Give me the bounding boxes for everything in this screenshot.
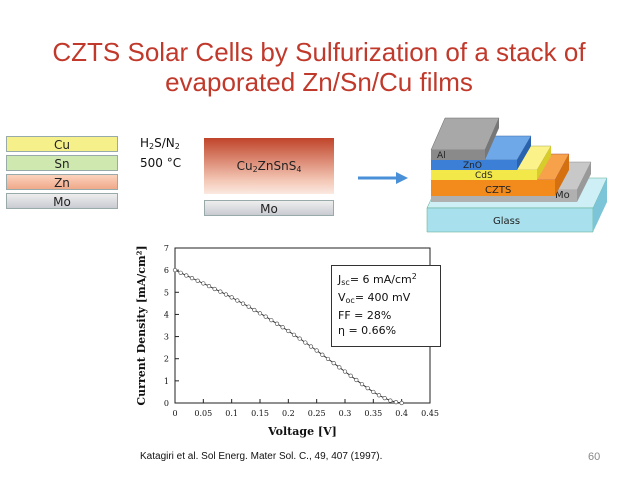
x-tick-label: 0.2 (282, 409, 295, 418)
data-point (223, 292, 229, 297)
data-point (212, 286, 217, 292)
chart-ticks: 0 0.05 0.1 0.15 0.2 0.25 0.3 0.35 0.4 0.45 0 1 2 3 4 5 6… (164, 244, 439, 418)
data-point (382, 396, 387, 401)
data-point (359, 382, 365, 387)
x-tick-label: 0.15 (251, 409, 269, 418)
data-point (274, 321, 280, 326)
iv-curve-chart: 0 0.05 0.1 0.15 0.2 0.25 0.3 0.35 0.4 0.45 0 1 2 3 4 5 6… (135, 244, 439, 438)
data-point (303, 340, 308, 345)
data-point (331, 361, 336, 366)
x-tick-label: 0.45 (421, 409, 439, 418)
data-point (314, 348, 319, 353)
device-layer-al: Al (437, 151, 446, 161)
data-point (371, 389, 376, 395)
data-point (201, 281, 206, 286)
data-point (240, 301, 246, 306)
data-point (399, 400, 404, 406)
layer-cu: Cu (6, 136, 118, 152)
y-tick-label: 2 (164, 355, 169, 364)
y-tick-label: 5 (164, 288, 169, 297)
slide-title-line1: CZTS Solar Cells by Sulfurization of a s… (52, 37, 586, 67)
data-point (320, 352, 325, 357)
x-tick-label: 0 (172, 409, 177, 418)
data-point (218, 289, 223, 294)
data-point (184, 273, 189, 278)
device-layer-czts: CZTS (485, 185, 511, 196)
device-layer-mo: Mo (555, 190, 570, 201)
page-number: 60 (588, 451, 601, 463)
data-point (263, 314, 268, 319)
slide-title-line2: evaporated Zn/Sn/Cu films (165, 67, 473, 97)
data-point (308, 344, 314, 349)
x-tick-label: 0.25 (308, 409, 326, 418)
data-point (246, 304, 251, 309)
y-tick-label: 3 (164, 333, 169, 342)
legend-efficiency: η = 0.66% (338, 324, 397, 337)
performance-legend: Jsc= 6 mA/cm2 Voc= 400 mV FF = 28% η = 0… (331, 265, 441, 347)
data-point (257, 311, 263, 316)
legend-voc: Voc= 400 mV (338, 291, 411, 305)
data-point (195, 278, 200, 283)
data-point (297, 336, 302, 341)
data-point (172, 268, 178, 273)
data-point (325, 356, 331, 362)
layer-sn: Sn (6, 155, 118, 171)
y-tick-label: 1 (164, 377, 169, 386)
x-tick-label: 0.35 (364, 409, 382, 418)
device-layer-glass: Glass (493, 216, 520, 227)
data-point (206, 283, 212, 289)
device-layer-zno: ZnO (463, 161, 482, 171)
data-point (388, 398, 393, 403)
data-point (189, 276, 195, 281)
citation: Katagiri et al. Sol Energ. Mater Sol. C.… (140, 451, 383, 462)
x-tick-label: 0.4 (395, 409, 408, 418)
data-point (337, 365, 342, 370)
data-point (365, 386, 370, 391)
y-tick-label: 4 (164, 310, 169, 319)
data-point (178, 270, 183, 275)
data-point (291, 332, 297, 337)
device-structure-diagram: Glass Mo CZTS CdS ZnO Al (426, 117, 608, 233)
data-point (342, 369, 348, 374)
data-point (354, 377, 359, 383)
layer-mo-after: Mo (204, 200, 334, 216)
data-point (348, 373, 353, 378)
data-point (280, 325, 285, 330)
data-point (229, 295, 234, 300)
y-tick-label: 6 (164, 266, 169, 275)
device-layer-cds: CdS (475, 171, 493, 181)
data-point (235, 298, 240, 303)
data-point (269, 318, 274, 323)
iv-curve-points (172, 268, 404, 406)
y-axis-label: Current Density [mA/cm²] (135, 245, 148, 405)
x-tick-label: 0.1 (225, 409, 238, 418)
x-axis-label: Voltage [V] (267, 425, 337, 438)
x-tick-label: 0.05 (194, 409, 212, 418)
process-temperature: 500 °C (140, 156, 182, 170)
legend-jsc: Jsc= 6 mA/cm2 (338, 272, 417, 287)
data-point (393, 400, 399, 405)
layer-mo: Mo (6, 193, 118, 209)
data-point (376, 393, 382, 398)
layer-cu2znsns4: Cu2ZnSnS4 (204, 138, 334, 194)
legend-ff: FF = 28% (338, 309, 392, 322)
data-point (252, 307, 257, 313)
process-gas: H2S/N2 (140, 136, 180, 151)
y-tick-label: 7 (164, 244, 169, 253)
y-tick-label: 0 (164, 399, 169, 408)
x-tick-label: 0.3 (339, 409, 352, 418)
layer-zn: Zn (6, 174, 118, 190)
data-point (286, 328, 291, 334)
process-arrow-icon (358, 172, 408, 184)
